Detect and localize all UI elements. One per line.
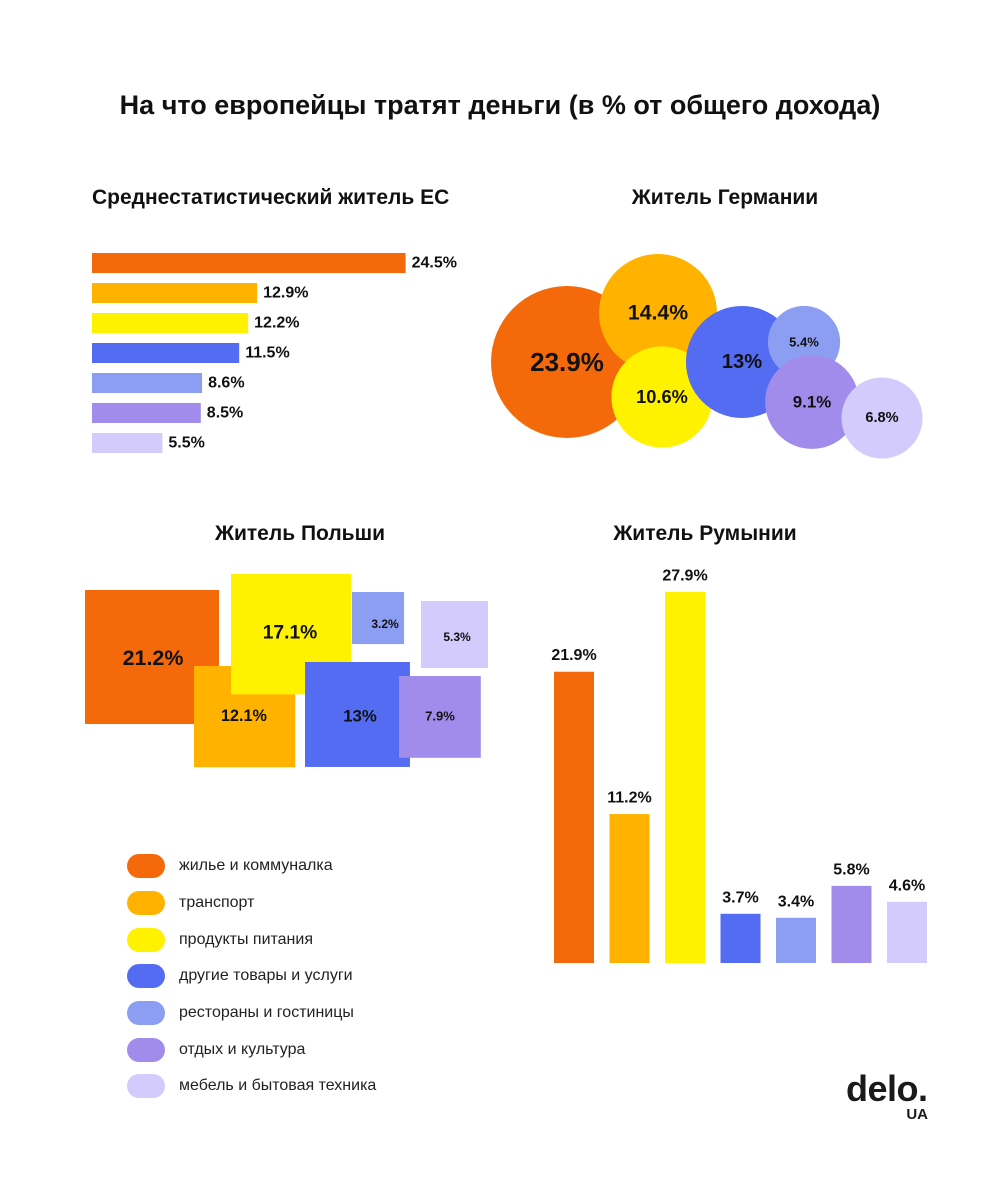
poland-square-label-food: 17.1%	[263, 623, 318, 644]
poland-squares-chart: 21.2% 12.1% 17.1% 13% 3.2% 5.3% 7.9%	[85, 574, 488, 768]
poland-chart-title: Житель Польши	[215, 522, 385, 545]
logo-suffix: UA	[906, 1106, 928, 1123]
romania-bar-label-transport: 11.2%	[607, 790, 651, 807]
germany-bubble-transport	[599, 254, 717, 372]
romania-bar-food	[665, 591, 705, 963]
romania-bar-label-leisure: 5.8%	[833, 861, 869, 878]
legend-label: продукты питания	[179, 930, 313, 948]
germany-bubble-label-food: 10.6%	[636, 387, 688, 407]
romania-bar-label-restaurants: 3.4%	[778, 893, 814, 910]
eu-bar-restaurants	[92, 373, 203, 393]
poland-square-label-housing: 21.2%	[123, 646, 184, 670]
legend-label: мебель и бытовая техника	[179, 1077, 377, 1095]
poland-square-label-transport: 12.1%	[221, 707, 267, 725]
germany-bubble-label-transport: 14.4%	[628, 302, 688, 325]
germany-bubble-label-leisure: 9.1%	[793, 393, 831, 412]
eu-bar-label-food: 12.2%	[254, 315, 299, 332]
legend: жилье и коммуналка транспорт продукты пи…	[127, 848, 376, 1105]
legend-label: рестораны и гостиницы	[179, 1004, 354, 1022]
poland-square-furniture	[421, 601, 488, 668]
romania-bar-label-other: 3.7%	[722, 889, 758, 906]
legend-swatch	[127, 927, 165, 952]
poland-square-label-restaurants: 3.2%	[371, 617, 399, 631]
legend-swatch	[127, 1001, 165, 1026]
eu-bar-chart: 24.5% 12.9% 12.2% 11.5%8.6% 8.5%5.5%	[92, 253, 457, 453]
eu-bar-label-furniture: 5.5%	[168, 435, 204, 452]
romania-bar-label-furniture: 4.6%	[889, 877, 925, 894]
romania-bar-housing	[554, 671, 594, 963]
romania-bar-label-food: 27.9%	[662, 567, 707, 584]
eu-bar-transport	[92, 283, 258, 303]
romania-bar-restaurants	[776, 917, 816, 963]
poland-square-restaurants	[352, 592, 405, 645]
legend-item-transport: транспорт	[127, 885, 376, 922]
legend-item-restaurants: рестораны и гостиницы	[127, 995, 376, 1032]
legend-swatch	[127, 1037, 165, 1062]
legend-swatch	[127, 891, 165, 916]
romania-bar-leisure	[831, 885, 872, 963]
eu-bar-leisure	[92, 403, 201, 423]
eu-bar-label-transport: 12.9%	[263, 285, 308, 302]
legend-swatch	[127, 1074, 165, 1099]
logo-wordmark: delo.	[846, 1068, 928, 1109]
poland-square-other	[305, 662, 410, 767]
eu-bar-label-other: 11.5%	[245, 345, 289, 362]
eu-bar-label-restaurants: 8.6%	[208, 375, 244, 392]
eu-bar-furniture	[92, 433, 163, 453]
germany-chart-title: Житель Германии	[631, 186, 819, 209]
germany-bubble-chart: 23.9% 14.4% 10.6% 13% 5.4% 9.1% 6.8%	[491, 254, 923, 459]
infographic-title: На что европейцы тратят деньги (в % от о…	[119, 90, 881, 120]
legend-swatch	[127, 964, 165, 989]
delo-ua-logo[interactable]: delo. UA	[846, 1068, 936, 1123]
romania-bar-label-housing: 21.9%	[551, 647, 596, 664]
eu-bar-food	[92, 313, 249, 333]
legend-swatch	[127, 854, 165, 879]
legend-label: отдых и культура	[179, 1040, 306, 1058]
legend-item-leisure: отдых и культура	[127, 1031, 376, 1068]
poland-square-label-furniture: 5.3%	[443, 630, 471, 644]
legend-label: жилье и коммуналка	[179, 857, 333, 875]
germany-bubble-furniture	[841, 377, 923, 459]
germany-bubble-leisure	[765, 355, 859, 449]
eu-bar-label-leisure: 8.5%	[207, 405, 243, 422]
eu-chart-title: Среднестатистический житель ЕС	[92, 186, 450, 209]
germany-bubble-label-restaurants: 5.4%	[789, 335, 819, 350]
eu-bar-label-housing: 24.5%	[412, 255, 457, 272]
eu-bar-other	[92, 343, 240, 363]
eu-bar-housing	[92, 253, 406, 273]
legend-item-food: продукты питания	[127, 921, 376, 958]
romania-bar-chart: 21.9% 11.2% 27.9% 3.7% 3.4% 5.8% 4.6%	[551, 567, 927, 963]
poland-square-label-leisure: 7.9%	[425, 709, 455, 724]
legend-item-other: другие товары и услуги	[127, 958, 376, 995]
poland-square-label-other: 13%	[343, 707, 377, 726]
germany-bubble-label-furniture: 6.8%	[865, 410, 898, 426]
romania-bar-furniture	[887, 901, 927, 963]
romania-bar-other	[720, 913, 761, 963]
poland-square-leisure	[399, 676, 481, 758]
legend-item-furniture: мебель и бытовая техника	[127, 1068, 376, 1105]
legend-label: транспорт	[179, 894, 255, 912]
romania-chart-title: Житель Румынии	[613, 522, 797, 545]
romania-bar-transport	[609, 814, 650, 963]
legend-item-housing: жилье и коммуналка	[127, 848, 376, 885]
germany-bubble-label-housing: 23.9%	[530, 347, 604, 377]
legend-label: другие товары и услуги	[179, 967, 353, 985]
germany-bubble-label-other: 13%	[722, 351, 762, 373]
